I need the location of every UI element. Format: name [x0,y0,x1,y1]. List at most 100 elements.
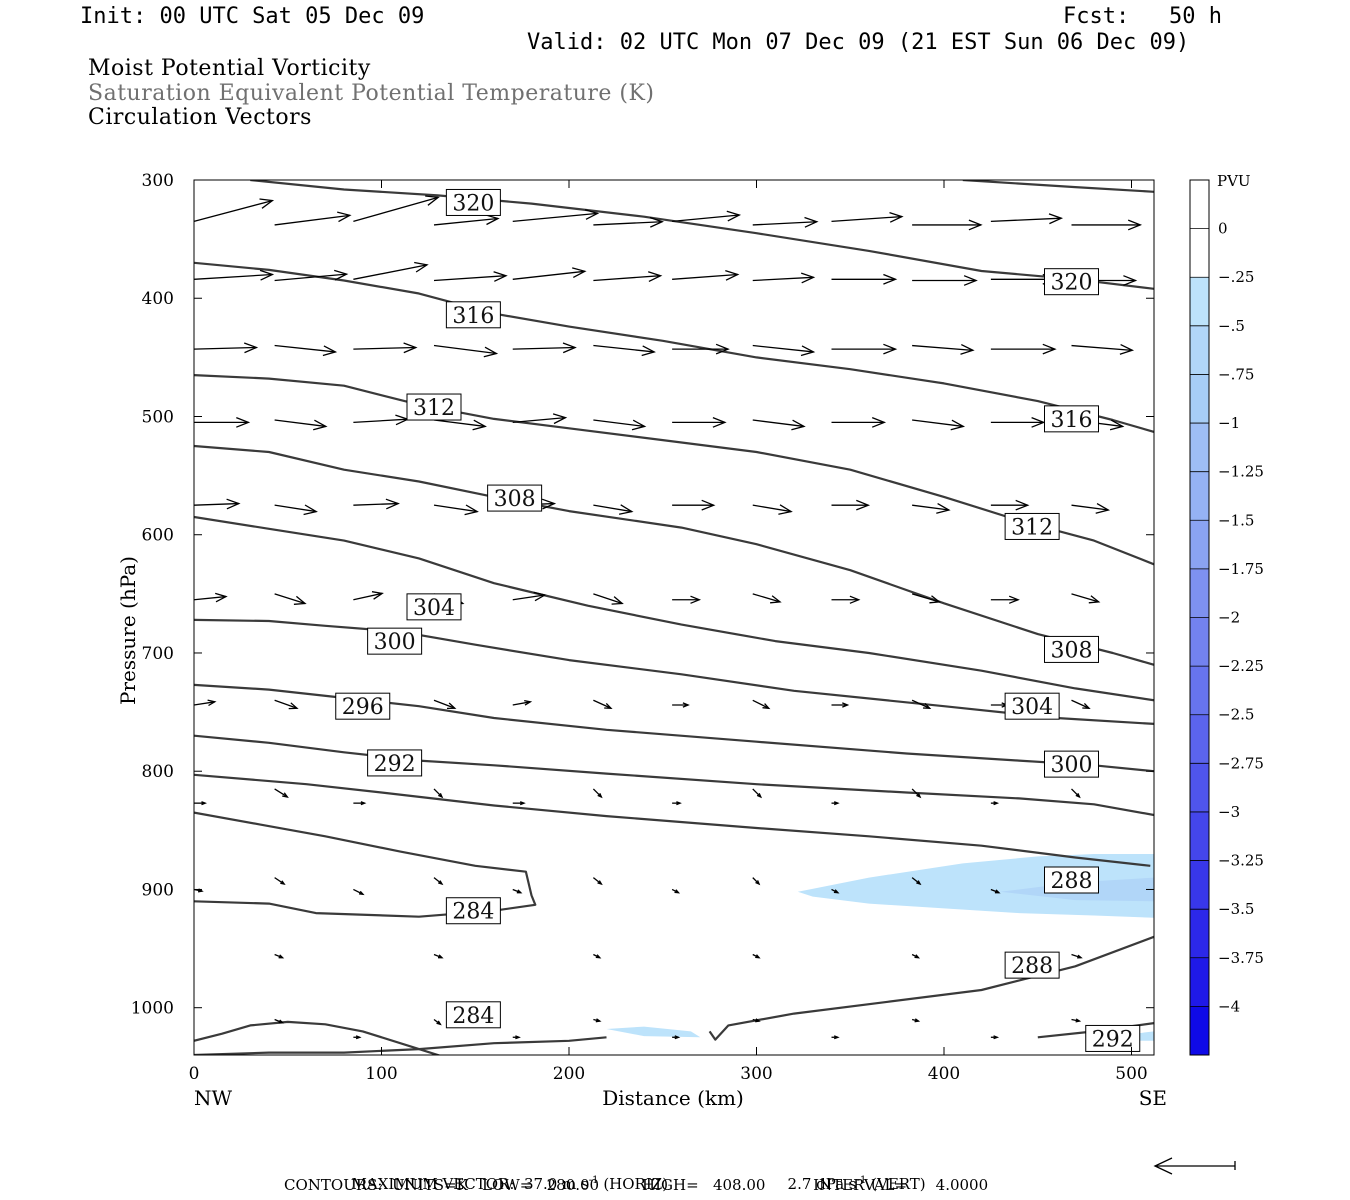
vector-12-5 [990,702,1009,708]
vector-3-0 [274,269,349,282]
max-vector-horiz: 37.0 m s [523,1175,589,1193]
vector-13-0 [274,699,299,710]
vector-19-2 [593,1018,602,1023]
contour-label-text: 308 [494,487,536,512]
contour-label-text: 288 [1051,869,1093,894]
vector-18-2 [593,953,602,959]
vector-4-3 [672,343,730,355]
axis-layer: 0 100 200 300 400 500 300 400 500 600 700 800 900 100… [116,171,1167,1110]
vector-16-3 [671,888,681,894]
contour-label-text: 316 [452,304,494,329]
vector-7-1 [433,419,487,431]
vector-14-3 [672,801,682,806]
x-tick-label: 400 [928,1064,960,1084]
vector-20-3 [672,1035,681,1040]
vector-2-3 [672,269,740,281]
vector-13-1 [433,699,457,710]
vector-6-5 [990,416,1046,428]
theta-es-contour-layer [194,180,1154,1055]
vector-11-5 [1071,593,1101,604]
colorbar-label: −1.25 [1218,463,1264,481]
plot-frame [193,179,1155,1056]
vector-6-4 [831,416,887,428]
pv-region-2 [606,1026,701,1038]
colorbar-swatch [1190,228,1209,278]
vector-9-5 [1071,503,1111,514]
colorbar-swatch [1190,666,1209,716]
x-tick-label: 100 [365,1064,397,1084]
y-tick-label: 800 [142,762,174,782]
y-tick-label: 600 [142,526,174,546]
colorbar-swatch [1190,423,1209,472]
vector-4-2 [512,342,577,354]
contour-label-text: 304 [1011,695,1053,720]
vector-17-4 [911,877,922,886]
vector-4-0 [193,342,259,354]
vector-20-2 [512,1035,521,1040]
contour-label-text: 312 [413,396,455,421]
vector-14-0 [194,801,207,806]
x-end-label-se: SE [1139,1086,1167,1110]
vector-14-1 [353,801,367,806]
x-tick-label: 0 [189,1064,200,1084]
vector-12-4 [831,702,850,708]
contour-316-12 [194,261,1154,433]
colorbar-swatch [1190,471,1209,521]
vector-15-2 [592,788,603,799]
contour-label-14: 288 [1044,866,1099,894]
vector-13-2 [593,699,613,710]
vector-15-5 [1071,788,1081,799]
vector-19-5 [1071,1018,1082,1023]
contour-288-3 [194,773,1151,867]
vector-5-3 [752,344,816,357]
vector-4-1 [353,342,418,354]
x-tick-label: 500 [1115,1064,1147,1084]
colorbar-swatch [1190,277,1209,327]
colorbar-label: −.75 [1218,365,1254,383]
vector-8-1 [353,498,400,510]
vector-3-2 [593,271,663,282]
vector-1-5 [1071,219,1143,231]
vector-15-3 [752,788,763,799]
contour-label-4: 312 [406,393,462,421]
max-vector-horiz-unit: (HORIZ) [603,1175,669,1193]
vector-16-5 [990,888,1001,894]
vector-7-4 [912,419,966,431]
pv-colorbar: PVU 0 −.25 −.5 −.75 −1 −1.25 −1.5 −1.75 −2 −2.25 −2… [1189,172,1264,1056]
field-title-theta-es: Saturation Equivalent Potential Temperat… [88,81,655,106]
y-tick-label: 900 [142,880,174,900]
contour-label-2: 316 [445,301,501,329]
vector-16-4 [831,888,840,894]
contour-label-1: 320 [1044,268,1099,296]
contour-label-6: 308 [487,484,543,512]
contour-label-text: 292 [1092,1027,1134,1052]
vector-7-3 [752,419,806,431]
contour-label-8: 304 [406,593,462,621]
x-tick-label: 200 [553,1064,585,1084]
contour-284-1 [194,811,537,918]
vector-1-3 [752,216,819,228]
vector-17-1 [433,877,444,886]
contour-label-text: 320 [1051,271,1093,296]
contour-label-text: 292 [374,752,416,777]
vector-16-2 [512,888,523,894]
vector-20-5 [990,1035,1000,1040]
forecast-hour: Fcst: 50 h [1063,4,1222,29]
contour-label-12: 296 [335,692,391,720]
vector-10-5 [990,595,1020,604]
x-axis-label: Distance (km) [602,1086,744,1110]
vector-18-4 [911,953,921,959]
vector-8-0 [193,498,241,510]
vector-5-1 [433,344,499,358]
contour-label-15: 288 [1004,951,1060,979]
contour-label-3: 316 [1044,405,1099,433]
init-time: Init: 00 UTC Sat 05 Dec 09 [80,4,425,29]
contour-label-16: 284 [445,897,501,925]
colorbar-label: −1.75 [1218,560,1264,578]
vector-3-4 [912,275,978,286]
contour-288-4 [708,935,1154,1041]
vector-19-1 [433,1019,442,1026]
vector-5-5 [1071,344,1135,355]
y-tick-label: 500 [142,407,174,427]
vector-0-4 [831,211,904,223]
